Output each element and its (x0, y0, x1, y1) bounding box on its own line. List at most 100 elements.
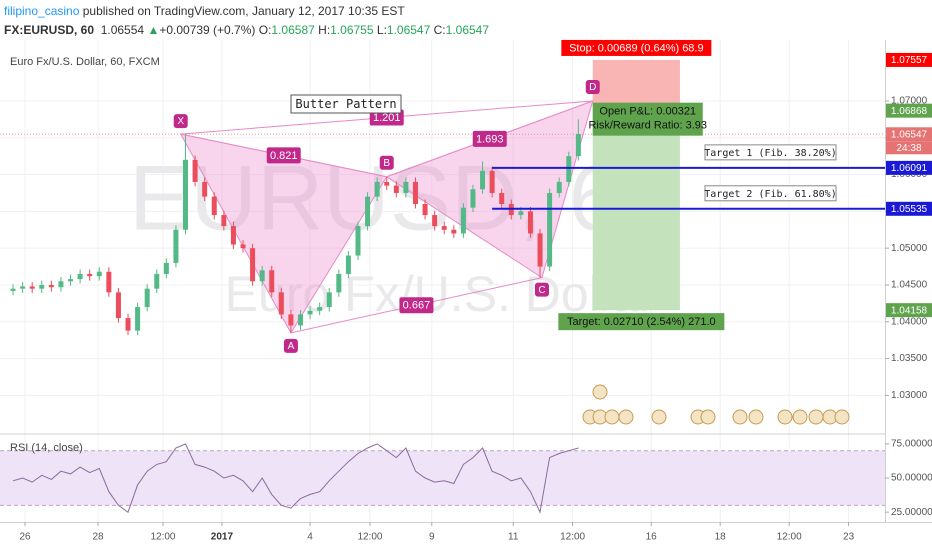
point-box (379, 155, 394, 170)
rsi-tick-label: 75.00000 (891, 439, 932, 450)
candle-body (527, 211, 533, 234)
target-price-label: 1.06091 (891, 163, 928, 174)
ratio-box (369, 109, 404, 126)
candle-body (489, 170, 495, 193)
stop-label: Stop: 0.00689 (0.64%) 68.9 (569, 42, 704, 54)
ohlc-close: 1.06547 (445, 23, 490, 37)
point-label: X (177, 116, 184, 127)
x-tick-label: 26 (19, 532, 31, 543)
candle-body (106, 271, 112, 293)
ohlc-high-key: H: (318, 23, 331, 37)
event-icon (700, 409, 716, 425)
candle-body (422, 204, 428, 216)
rsi-tick-label: 25.00000 (891, 507, 932, 518)
event-icon (618, 409, 634, 425)
rsi-band (0, 450, 885, 506)
target-label: Target 2 (Fib. 61.80%) (704, 189, 836, 200)
pnl-label: Open P&L: 0.00321 (599, 106, 696, 118)
candle-body (10, 288, 16, 291)
candle-body (29, 286, 35, 289)
y-tick-label: 1.05000 (891, 243, 928, 254)
candle-body (173, 229, 179, 263)
candle-body (163, 262, 169, 274)
candle-body (374, 181, 380, 197)
watermark-name: Euro Fx/U.S. Dollar (225, 266, 656, 322)
candle-body (537, 233, 543, 267)
candle-body (518, 211, 524, 216)
candle-body (451, 229, 457, 234)
entry-price-label-box (886, 103, 932, 118)
candle-body (460, 207, 466, 234)
y-tick-label: 1.04000 (891, 316, 928, 327)
header: filipino_casino published on TradingView… (4, 2, 489, 40)
candle-body (336, 273, 342, 293)
x-tick-label: 12:00 (777, 532, 802, 543)
candle-body (470, 189, 476, 208)
x-tick-label: 12:00 (150, 532, 175, 543)
candle-body (87, 273, 93, 277)
ohlc-open: 1.06587 (271, 23, 315, 37)
candle-body (250, 248, 256, 282)
pattern-name-box (290, 94, 402, 114)
entry-price-label: 1.06868 (891, 106, 928, 117)
candle-body (355, 226, 361, 256)
pattern-name: Butter Pattern (295, 97, 396, 111)
target-price-axis-label: 1.04158 (891, 305, 928, 316)
event-icon (592, 384, 608, 400)
candle-body (115, 292, 121, 319)
candle-body (288, 314, 294, 326)
candle-body (384, 181, 390, 186)
ratio-label: 0.821 (270, 150, 298, 162)
x-tick-label: 12:00 (357, 532, 382, 543)
target-zone (592, 110, 680, 311)
target-box (558, 313, 725, 331)
candle-body (202, 181, 208, 197)
x-tick-label: 9 (429, 532, 435, 543)
candle-body (240, 244, 246, 249)
watermark-symbol: EURUSD, 60 (129, 147, 671, 249)
candle-body (221, 215, 227, 227)
candle-body (269, 270, 275, 293)
point-label: C (538, 285, 545, 296)
last-price-label: 1.06547 (891, 129, 928, 140)
x-tick-label: 23 (843, 532, 855, 543)
x-tick-label: 12:00 (560, 532, 585, 543)
ohlc-close-key: C: (433, 23, 446, 37)
point-label: B (383, 158, 390, 169)
target-price-axis-label-box (886, 303, 932, 318)
candle-body (192, 159, 198, 182)
target-text: Target: 0.02710 (2.54%) 271.0 (567, 316, 716, 328)
candle-body (211, 196, 217, 216)
point-box (173, 114, 188, 129)
x-tick-label: 2017 (211, 532, 234, 543)
ohlc-open-key: O: (258, 23, 272, 37)
candle-body (575, 134, 581, 157)
point-box (283, 338, 298, 353)
event-icon (777, 409, 793, 425)
x-tick-label: 11 (508, 532, 519, 543)
event-icon (834, 409, 850, 425)
ohlc-high: 1.06755 (330, 23, 374, 37)
ratio-box (266, 147, 301, 164)
candle-body (154, 273, 160, 289)
candle-body (125, 318, 131, 331)
ratio-box (399, 297, 434, 314)
candle-body (345, 255, 351, 274)
point-label: D (589, 82, 596, 93)
x-tick-label: 16 (646, 532, 658, 543)
change: +0.00739 (+0.7%) (159, 23, 256, 37)
ratio-label: 0.667 (403, 300, 431, 312)
author[interactable]: filipino_casino (4, 4, 80, 18)
x-tick-label: 28 (92, 532, 104, 543)
stop-label-box (561, 39, 712, 56)
stop-price-label: 1.07557 (891, 55, 928, 66)
rsi-line (12, 443, 579, 514)
candle-body (480, 170, 486, 190)
candle-body (432, 215, 438, 227)
point-box (534, 282, 549, 297)
event-icon (604, 409, 620, 425)
candle-body (566, 156, 572, 182)
y-tick-label: 1.07000 (891, 96, 928, 107)
